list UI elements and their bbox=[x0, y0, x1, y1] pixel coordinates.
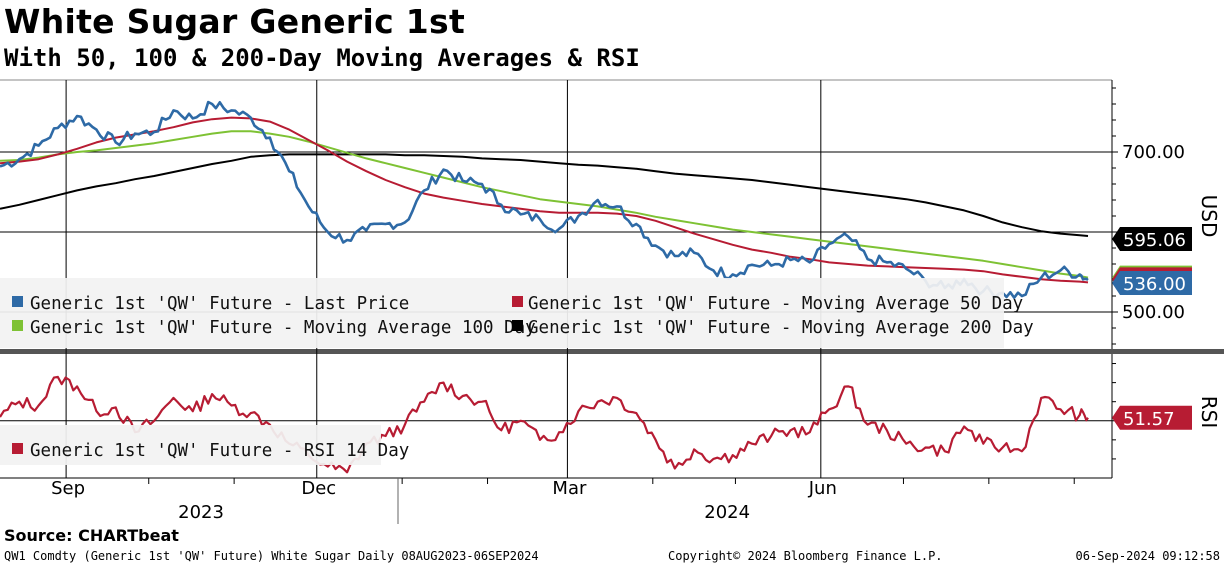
rsi-legend: Generic 1st 'QW' Future - RSI 14 Day bbox=[0, 425, 409, 465]
value-tag-last-price: 536.00 bbox=[1112, 271, 1192, 295]
footer-ticker: QW1 Comdty (Generic 1st 'QW' Future) Whi… bbox=[4, 549, 539, 563]
year-label-2024: 2024 bbox=[704, 502, 750, 523]
price-y-tick-label-700: 700.00 bbox=[1122, 142, 1185, 163]
rsi-y-axis-label: RSI bbox=[1197, 396, 1221, 429]
value-tag-rsi: 51.57 bbox=[1112, 405, 1192, 430]
x-tick-label-dec: Dec bbox=[301, 478, 336, 499]
value-tag-rsi-text: 51.57 bbox=[1123, 409, 1175, 430]
legend-label-price: Generic 1st 'QW' Future - Last Price bbox=[30, 294, 409, 314]
legend-label-rsi: Generic 1st 'QW' Future - RSI 14 Day bbox=[30, 441, 409, 461]
x-tick-label-jun: Jun bbox=[808, 478, 837, 499]
x-tick-label-mar: Mar bbox=[552, 478, 587, 499]
value-tag-last-price-text: 536.00 bbox=[1123, 274, 1186, 295]
source-label: Source: CHARTbeat bbox=[4, 526, 179, 545]
price-y-tick-label-500: 500.00 bbox=[1122, 302, 1185, 323]
price-legend: Generic 1st 'QW' Future - Last Price Gen… bbox=[0, 278, 1034, 348]
legend-swatch-ma100 bbox=[12, 320, 23, 331]
series-line-ma50 bbox=[0, 116, 1089, 284]
panel-divider bbox=[0, 349, 1224, 354]
value-tag-ma200-shape bbox=[1112, 227, 1192, 251]
legend-label-ma200: Generic 1st 'QW' Future - Moving Average… bbox=[528, 318, 1034, 338]
rsi-legend-background bbox=[0, 425, 381, 465]
series-line-rsi bbox=[0, 375, 1089, 474]
footer-timestamp: 06-Sep-2024 09:12:58 bbox=[1075, 549, 1221, 563]
chart-subtitle: With 50, 100 & 200-Day Moving Averages &… bbox=[4, 44, 640, 72]
legend-label-ma50: Generic 1st 'QW' Future - Moving Average… bbox=[528, 294, 1023, 314]
legend-swatch-ma50 bbox=[512, 296, 523, 307]
value-tag-rsi-shape bbox=[1112, 405, 1192, 430]
value-tag-last-price-shape bbox=[1112, 271, 1192, 295]
value-tag-ma200: 595.06 bbox=[1112, 227, 1192, 251]
price-y-axis-label: USD bbox=[1197, 195, 1221, 238]
x-tick-label-sep: Sep bbox=[51, 478, 85, 499]
year-label-2023: 2023 bbox=[178, 502, 224, 523]
series-line-last-price bbox=[0, 100, 1089, 299]
legend-swatch-ma200 bbox=[512, 320, 523, 331]
series-line-ma100 bbox=[0, 130, 1089, 279]
price-legend-background bbox=[0, 278, 1004, 348]
legend-swatch-rsi bbox=[12, 443, 23, 454]
series-line-ma200 bbox=[0, 153, 1089, 237]
value-tag-ma200-text: 595.06 bbox=[1123, 230, 1186, 251]
chart-title: White Sugar Generic 1st bbox=[4, 2, 466, 41]
legend-swatch-price bbox=[12, 296, 23, 307]
legend-label-ma100: Generic 1st 'QW' Future - Moving Average… bbox=[30, 318, 536, 338]
footer-copyright: Copyright© 2024 Bloomberg Finance L.P. bbox=[668, 549, 943, 563]
